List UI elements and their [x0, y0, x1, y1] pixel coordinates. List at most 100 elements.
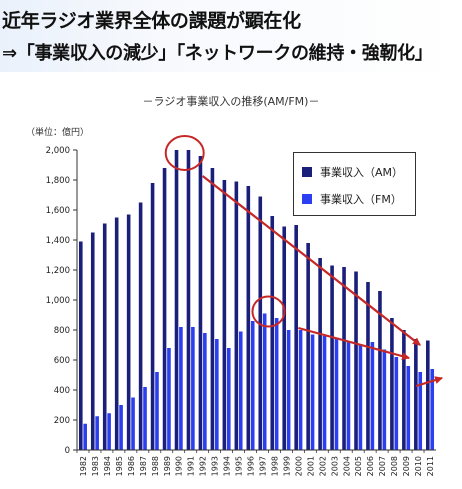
legend-swatch-am — [302, 167, 312, 177]
trend-arrow-fm-end — [415, 376, 443, 388]
y-tick-label: 400 — [54, 386, 70, 396]
x-tick-label: 1985 — [115, 456, 124, 476]
bar-fm-2006 — [370, 342, 375, 450]
x-tick-label: 2011 — [426, 456, 435, 476]
bar-am-2009 — [402, 330, 406, 450]
bar-fm-1982 — [83, 423, 87, 450]
trend-arrow-am — [201, 175, 421, 346]
bar-fm-1999 — [286, 330, 291, 450]
bar-fm-1996 — [250, 321, 255, 450]
legend-label-am: 事業収入（AM） — [320, 166, 404, 179]
x-tick-label: 2004 — [342, 456, 351, 476]
bar-am-2003 — [330, 265, 334, 450]
x-tick-label: 1982 — [79, 456, 88, 476]
y-tick-label: 200 — [54, 416, 70, 426]
peak-circle-am — [164, 135, 205, 171]
x-tick-label: 1988 — [151, 456, 160, 476]
trend-arrow-fm — [298, 326, 411, 361]
bar-am-2005 — [354, 271, 358, 450]
slide-title-line-2: ⇒「事業収入の減少」「ネットワークの維持・強靭化」 — [2, 43, 433, 64]
unit-label: （単位：億円） — [26, 128, 90, 138]
bar-fm-1992 — [203, 333, 207, 450]
bar-fm-2001 — [310, 334, 315, 450]
x-tick-label: 1995 — [235, 456, 244, 476]
bar-am-1991 — [186, 150, 191, 450]
bar-am-1996 — [246, 186, 251, 450]
bar-am-1984 — [102, 223, 107, 450]
annotations-layer — [164, 135, 443, 388]
peak-circle-fm — [251, 295, 286, 328]
bar-fm-1995 — [238, 331, 243, 450]
bar-am-1999 — [282, 226, 287, 450]
y-tick-label: 2,000 — [46, 146, 70, 156]
x-tick-label: 2009 — [402, 456, 411, 476]
legend-item-fm: 事業収入（FM） — [302, 189, 402, 209]
legend-item-am: 事業収入（AM） — [302, 162, 403, 182]
x-tick-label: 1993 — [211, 456, 220, 476]
legend: 事業収入（AM） 事業収入（FM） — [293, 152, 416, 216]
x-tick-label: 2003 — [330, 456, 339, 476]
bar-am-1997 — [258, 196, 263, 450]
y-tick-label: 0 — [65, 446, 70, 456]
x-tick-label: 1998 — [270, 456, 279, 476]
x-tick-label: 2005 — [354, 456, 363, 476]
bar-fm-2000 — [298, 330, 303, 450]
x-tick-label: 1999 — [282, 456, 291, 476]
bar-fm-1994 — [226, 348, 231, 450]
bar-fm-1989 — [167, 348, 171, 450]
bar-fm-2008 — [394, 357, 399, 450]
bar-fm-2005 — [358, 345, 363, 450]
bar-am-1990 — [174, 150, 179, 450]
bar-am-2010 — [414, 339, 418, 450]
bar-am-2008 — [390, 318, 394, 450]
y-tick-label: 800 — [54, 326, 70, 336]
bar-fm-1991 — [191, 327, 195, 450]
bar-am-1998 — [270, 216, 275, 450]
x-tick-label: 1983 — [91, 456, 100, 476]
bar-am-2011 — [426, 340, 430, 450]
bar-am-2001 — [306, 243, 310, 450]
legend-swatch-fm — [302, 194, 312, 204]
x-tick-label: 2010 — [414, 456, 423, 476]
bar-fm-1997 — [262, 313, 267, 450]
y-tick-label: 600 — [54, 356, 70, 366]
bar-fm-2010 — [418, 372, 423, 450]
bar-am-1985 — [114, 217, 119, 450]
x-tick-label: 1994 — [223, 456, 232, 476]
bar-fm-2011 — [430, 369, 435, 450]
bar-fm-1984 — [107, 413, 111, 450]
bar-fm-1986 — [131, 397, 135, 450]
bar-fm-1998 — [274, 318, 279, 450]
bar-fm-2003 — [334, 337, 339, 450]
bar-fm-2007 — [382, 349, 387, 450]
y-tick-label: 1,600 — [46, 206, 70, 216]
x-tick-label: 1984 — [103, 456, 112, 476]
bar-fm-2004 — [346, 342, 351, 450]
y-tick-label: 1,000 — [46, 296, 70, 306]
slide-header: 近年ラジオ業界全体の課題が顕在化 ⇒「事業収入の減少」「ネットワークの維持・強靭… — [0, 0, 462, 72]
bar-am-1993 — [210, 168, 215, 450]
x-tick-label: 2000 — [294, 456, 303, 476]
y-tick-label: 1,400 — [46, 236, 70, 246]
bar-am-1983 — [90, 232, 95, 450]
bar-am-1989 — [162, 168, 167, 450]
bar-am-2007 — [378, 291, 382, 450]
axes-layer: 0 200 400 600 800 1,000 1,200 1,400 1,600 1,800 2,… — [46, 146, 436, 476]
bar-am-1986 — [126, 214, 131, 450]
bar-fm-1993 — [215, 339, 219, 450]
bar-fm-2009 — [406, 366, 411, 450]
x-tick-label: 2002 — [318, 456, 327, 476]
x-tick-label: 2008 — [390, 456, 399, 476]
bar-am-2004 — [342, 267, 346, 450]
chart-title: －ラジオ事業収入の推移(AM/FM)－ — [142, 95, 320, 108]
x-tick-label: 1991 — [187, 456, 196, 476]
bar-fm-1985 — [119, 405, 123, 450]
bars-layer — [78, 150, 435, 450]
x-tick-label: 2001 — [306, 456, 315, 476]
x-tick-label: 1992 — [199, 456, 208, 476]
bar-am-2000 — [294, 225, 298, 450]
bar-am-1994 — [222, 180, 227, 450]
bar-am-1982 — [78, 241, 83, 450]
bar-fm-1990 — [179, 327, 183, 450]
